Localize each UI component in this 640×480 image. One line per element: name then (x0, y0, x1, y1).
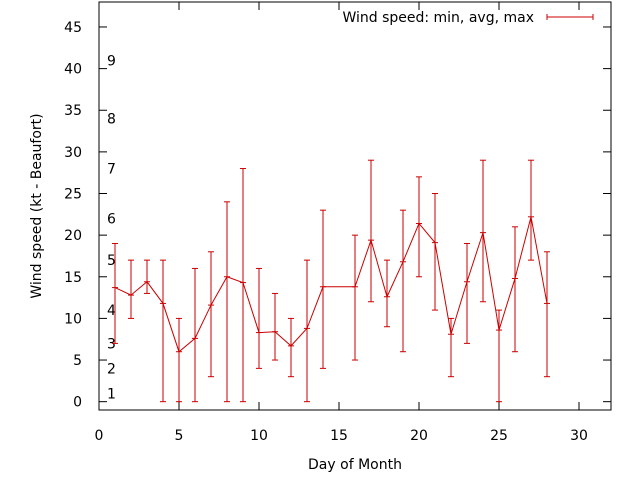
beaufort-label: 5 (107, 253, 116, 269)
legend-label: Wind speed: min, avg, max (342, 10, 534, 26)
beaufort-label: 1 (107, 386, 116, 402)
plot-border (98, 1, 612, 411)
x-tick-label: 5 (175, 428, 184, 444)
x-tick-label: 20 (410, 428, 428, 444)
y-tick-label: 10 (64, 311, 82, 327)
y-tick-label: 30 (64, 145, 82, 161)
beaufort-label: 3 (107, 336, 116, 352)
y-tick-label: 20 (64, 228, 82, 244)
x-tick-label: 25 (490, 428, 508, 444)
x-tick-label: 15 (330, 428, 348, 444)
beaufort-label: 2 (107, 361, 116, 377)
data-points (112, 216, 550, 353)
beaufort-label: 4 (107, 303, 116, 319)
y-tick-label: 45 (64, 20, 82, 36)
x-axis-label: Day of Month (308, 457, 402, 473)
y-axis-label: Wind speed (kt - Beaufort) (29, 113, 45, 298)
x-tick-label: 0 (95, 428, 104, 444)
legend-errorbar-sample (546, 14, 594, 20)
y-tick-label: 0 (73, 395, 82, 411)
y-tick-label: 40 (64, 62, 82, 78)
axis-ticks (98, 2, 611, 410)
beaufort-label: 6 (107, 211, 116, 227)
y-tick-label: 15 (64, 270, 82, 286)
y-tick-label: 5 (73, 353, 82, 369)
series-line-average (114, 216, 548, 353)
error-bars (112, 159, 550, 403)
legend: Wind speed: min, avg, max (342, 10, 594, 26)
beaufort-label: 7 (107, 162, 116, 178)
x-tick-label: 30 (570, 428, 588, 444)
y-tick-label: 25 (64, 187, 82, 203)
beaufort-label: 9 (107, 53, 116, 69)
x-tick-label: 10 (250, 428, 268, 444)
beaufort-label: 8 (107, 112, 116, 128)
beaufort-scale-labels: 1 2 3 4 5 6 7 8 9 (107, 53, 116, 402)
y-tick-label: 35 (64, 103, 82, 119)
